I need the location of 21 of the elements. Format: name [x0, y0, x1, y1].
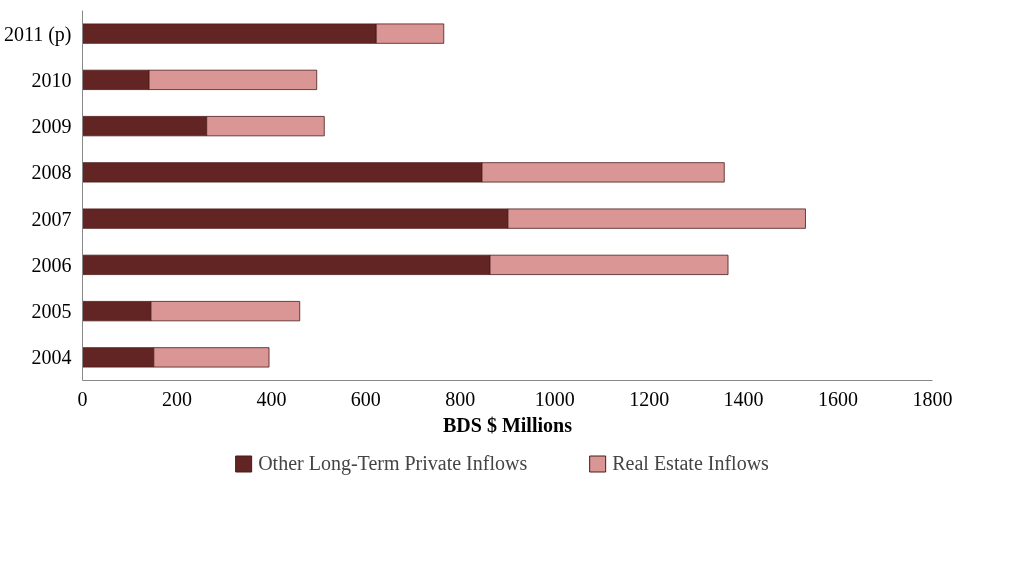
y-tick-label: 2005 [31, 300, 72, 323]
x-tick-label: 600 [350, 387, 381, 410]
y-tick-label: 2009 [31, 115, 72, 138]
legend-label: Other Long-Term Private Inflows [258, 451, 528, 475]
y-tick-label: 2007 [31, 207, 72, 230]
y-tick-label: 2008 [31, 161, 72, 184]
x-tick-label: 800 [445, 387, 476, 410]
y-tick-label: 2010 [31, 68, 72, 91]
x-tick-label: 0 [77, 387, 88, 410]
x-tick-label: 1600 [818, 387, 859, 410]
x-tick-label: 1800 [912, 387, 953, 410]
x-tick-label: 400 [256, 387, 287, 410]
x-axis-title: BDS $ Millions [443, 413, 573, 436]
y-tick-label: 2006 [31, 253, 72, 276]
x-tick-label: 1200 [629, 387, 670, 410]
y-tick-label: 2004 [31, 346, 72, 369]
y-tick-label: 2011 (p) [3, 22, 72, 46]
x-tick-label: 200 [161, 387, 192, 410]
x-tick-label: 1400 [723, 387, 764, 410]
legend-label: Real Estate Inflows [612, 451, 769, 475]
x-tick-label: 1000 [534, 387, 575, 410]
